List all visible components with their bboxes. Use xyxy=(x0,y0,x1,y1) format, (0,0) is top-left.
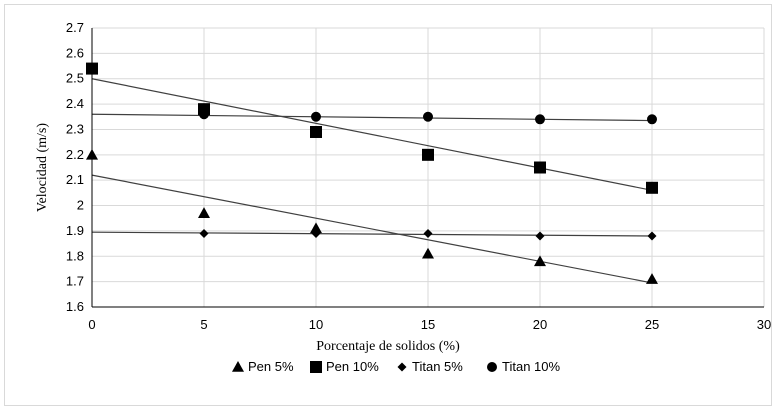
x-tick-label: 25 xyxy=(645,317,659,332)
y-tick-label: 1.6 xyxy=(66,299,84,314)
point-titan-5 xyxy=(535,231,545,241)
legend-marker-pen-5 xyxy=(232,361,244,372)
point-pen-10 xyxy=(86,62,98,75)
data-points xyxy=(86,62,658,284)
x-tick-label: 0 xyxy=(88,317,95,332)
point-titan-5 xyxy=(311,228,321,238)
x-axis-title: Porcentaje de solidos (%) xyxy=(316,339,460,354)
legend-marker-titan-10 xyxy=(487,362,497,372)
tick-labels: 1.6 1.7 1.8 1.9 2 2.1 2.2 2.3 2.4 2.5 2.6 2.7 0 5 10 15… xyxy=(66,20,771,332)
point-titan-10 xyxy=(535,114,545,125)
y-tick-label: 2.5 xyxy=(66,71,84,86)
point-titan-5 xyxy=(199,228,209,238)
x-tick-label: 10 xyxy=(309,317,323,332)
y-tick-label: 1.8 xyxy=(66,248,84,263)
legend: Pen 5% Pen 10% Titan 5% Titan 10% xyxy=(232,359,560,374)
legend-label-pen-5: Pen 5% xyxy=(248,359,294,374)
trendline-titan-10 xyxy=(91,113,653,122)
trendline-pen-5 xyxy=(91,174,653,284)
legend-marker-titan-5 xyxy=(397,362,407,372)
chart-frame xyxy=(4,4,772,406)
point-pen-5 xyxy=(646,273,658,284)
legend-label-titan-10: Titan 10% xyxy=(502,359,560,374)
y-tick-label: 2.2 xyxy=(66,147,84,162)
x-tick-label: 20 xyxy=(533,317,547,332)
point-titan-10 xyxy=(423,111,433,122)
point-titan-5 xyxy=(647,231,657,241)
y-tick-label: 2 xyxy=(77,198,84,213)
x-tick-label: 30 xyxy=(757,317,771,332)
y-tick-label: 2.7 xyxy=(66,20,84,35)
y-tick-label: 2.3 xyxy=(66,121,84,136)
y-tick-label: 2.1 xyxy=(66,172,84,187)
legend-marker-pen-10 xyxy=(310,361,322,373)
y-tick-label: 2.6 xyxy=(66,45,84,60)
point-pen-10 xyxy=(646,181,658,194)
point-titan-5 xyxy=(423,228,433,238)
legend-label-titan-5: Titan 5% xyxy=(412,359,463,374)
legend-label-pen-10: Pen 10% xyxy=(326,359,379,374)
point-titan-10 xyxy=(311,111,321,122)
point-pen-5 xyxy=(534,255,546,267)
x-tick-label: 15 xyxy=(421,317,435,332)
trendline-pen-10 xyxy=(91,78,653,191)
point-pen-5 xyxy=(198,207,210,218)
y-axis-title: Velocidad (m/s) xyxy=(35,123,50,212)
grid-lines xyxy=(92,27,765,307)
trendlines xyxy=(91,78,653,284)
point-pen-5 xyxy=(86,148,98,160)
y-tick-label: 1.7 xyxy=(66,274,84,289)
point-pen-5 xyxy=(310,222,322,234)
point-pen-10 xyxy=(422,148,434,161)
point-pen-10 xyxy=(534,161,546,174)
point-titan-10 xyxy=(199,109,209,120)
x-tick-label: 5 xyxy=(200,317,207,332)
point-pen-10 xyxy=(310,125,322,138)
y-tick-label: 2.4 xyxy=(66,96,84,111)
point-titan-10 xyxy=(647,114,657,125)
trendline-titan-5 xyxy=(91,231,653,237)
point-pen-5 xyxy=(422,247,434,259)
y-tick-label: 1.9 xyxy=(66,223,84,238)
